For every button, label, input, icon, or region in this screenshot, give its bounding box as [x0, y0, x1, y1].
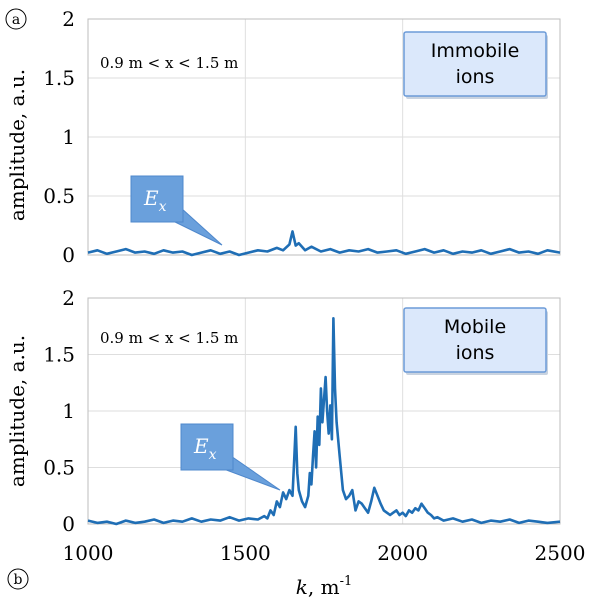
panel-letter-circle — [7, 568, 29, 590]
panel-letter: a — [12, 12, 20, 28]
panel-letter-circle — [5, 8, 27, 30]
y-axis-label: amplitude, a.u. — [5, 69, 29, 221]
y-tick-label: 1 — [62, 399, 75, 423]
y-tick-label: 0.5 — [43, 456, 75, 480]
x-tick-label: 2500 — [535, 541, 586, 565]
callout-box — [130, 175, 184, 223]
y-tick-label: 1.5 — [43, 343, 75, 367]
x-tick-label: 1500 — [220, 541, 271, 565]
callout-label-subscript: x — [209, 447, 217, 463]
y-tick-label: 2 — [62, 7, 75, 31]
x-tick-label: 2000 — [377, 541, 428, 565]
x-axis-label-var: k — [296, 575, 308, 599]
panel-a: 0 0.5 1 1.5 2 amplitude, a.u. 0.9 m < x < 1.5 … — [5, 7, 561, 267]
y-tick-label: 1.5 — [43, 66, 75, 90]
info-box-text: ions — [456, 66, 495, 88]
callout-box — [180, 423, 234, 471]
info-box-text: ions — [456, 342, 495, 364]
range-label: 0.9 m < x < 1.5 m — [100, 54, 238, 72]
range-label: 0.9 m < x < 1.5 m — [100, 329, 238, 347]
y-tick-label: 0 — [62, 243, 75, 267]
data-series-line — [87, 317, 561, 526]
info-box-text: Mobile — [444, 316, 506, 338]
data-series-line — [87, 230, 561, 257]
plot-frame — [87, 18, 561, 256]
panel-b: 0 0.5 1 1.5 2 1000 1500 2000 2500 amplitude, a.u.… — [5, 286, 586, 590]
info-box — [403, 307, 547, 373]
panel-letter: b — [14, 572, 23, 588]
y-tick-label: 1 — [62, 125, 75, 149]
x-axis-label-exp: -1 — [340, 574, 353, 589]
y-axis-label: amplitude, a.u. — [5, 335, 29, 487]
callout-label-subscript: x — [159, 199, 167, 215]
y-tick-label: 0 — [62, 512, 75, 536]
info-box-text: Immobile — [431, 40, 520, 62]
x-axis-title: k, m-1 — [296, 574, 352, 599]
y-tick-label: 2 — [62, 286, 75, 310]
x-axis-label-unit: , m — [308, 575, 340, 599]
y-tick-label: 0.5 — [43, 184, 75, 208]
plot-frame — [87, 297, 561, 525]
x-tick-label: 1000 — [63, 541, 114, 565]
info-box — [403, 31, 547, 97]
x-axis-label: k, m-1 — [296, 574, 352, 599]
